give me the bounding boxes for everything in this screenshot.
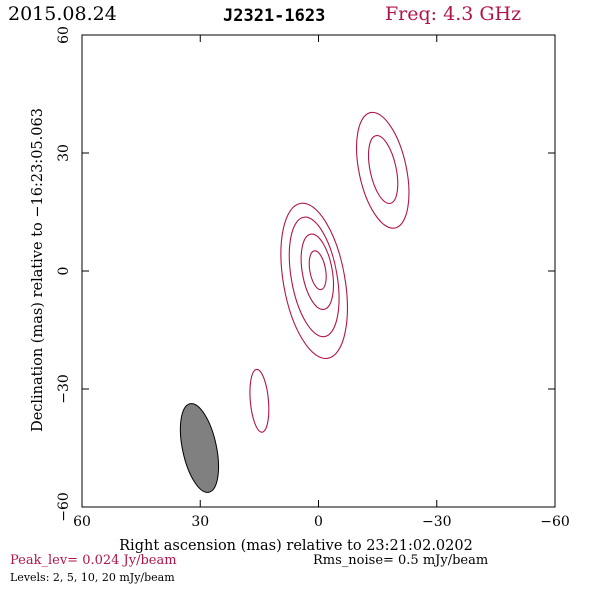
- beam-layer: [179, 403, 220, 493]
- x-tick-label: 0: [314, 514, 323, 530]
- contour-layer: [249, 111, 410, 433]
- x-tick-label: 30: [191, 514, 209, 530]
- frequency-label: Freq: 4.3 GHz: [385, 3, 522, 25]
- y-tick-label: −60: [56, 492, 72, 522]
- beam-ellipse: [179, 403, 220, 493]
- tick-labels: 60 30 0 −30 −60 −60 −30 0 30 60: [56, 26, 570, 530]
- contour-core: [280, 202, 348, 360]
- source-name: J2321-1623: [223, 6, 326, 26]
- x-tick-label: −60: [540, 514, 570, 530]
- y-tick-label: −30: [56, 374, 72, 404]
- plot-frame: [81, 34, 556, 508]
- contour-southern-jet: [249, 368, 270, 433]
- rms-noise: Rms_noise= 0.5 mJy/beam: [313, 553, 489, 568]
- contour-northern-jet: [356, 111, 410, 229]
- contour-levels: Levels: 2, 5, 10, 20 mJy/beam: [10, 571, 175, 584]
- x-tick-label: −30: [422, 514, 452, 530]
- peak-level: Peak_lev= 0.024 Jy/beam: [10, 553, 177, 568]
- y-tick-label: 0: [56, 267, 72, 276]
- x-tick-label: 60: [73, 514, 91, 530]
- axes: [81, 34, 556, 508]
- contour-northern-jet: [367, 135, 399, 205]
- x-axis-label: Right ascension (mas) relative to 23:21:…: [119, 538, 473, 554]
- observation-date: 2015.08.24: [8, 3, 117, 25]
- contour-core: [288, 216, 340, 338]
- contour-core: [300, 233, 335, 311]
- y-tick-label: 60: [56, 26, 72, 44]
- contour-core: [308, 250, 327, 291]
- y-axis-label: Declination (mas) relative to −16:23:05.…: [30, 108, 46, 432]
- y-tick-label: 30: [56, 144, 72, 162]
